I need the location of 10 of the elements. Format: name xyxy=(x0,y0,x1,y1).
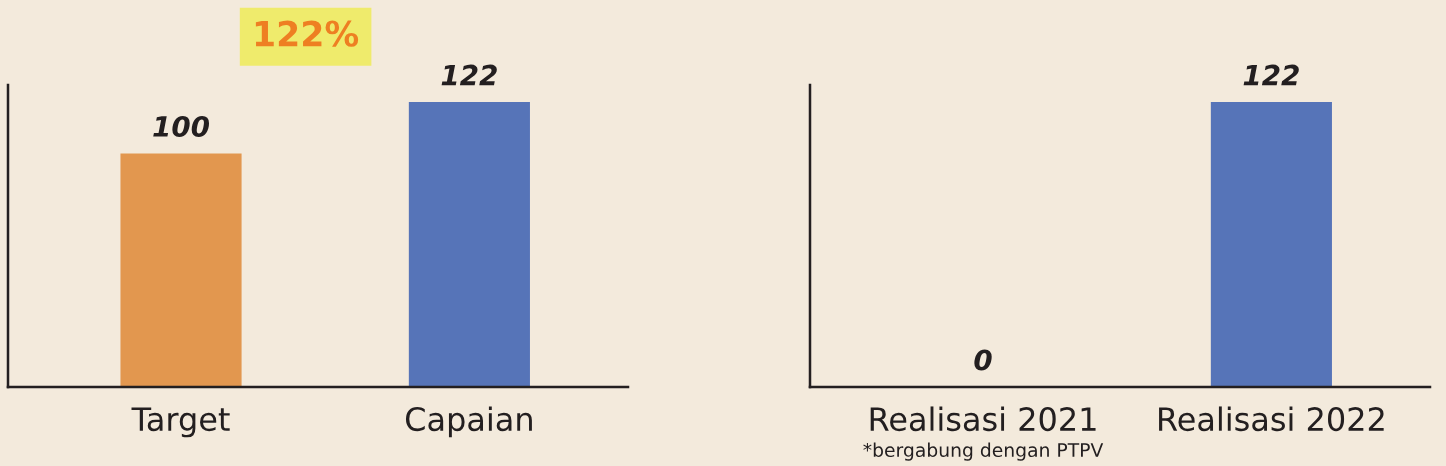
x-tick-label: Realisasi 2021 xyxy=(870,406,1096,432)
x-tick-label: Target xyxy=(131,407,230,438)
data-label: 0 xyxy=(974,349,992,371)
text: *bergabung dengan PTPV xyxy=(863,442,1104,461)
chart-title: 122% xyxy=(255,20,359,47)
data-label: 122 xyxy=(1243,64,1299,86)
x-tick-label: Realisasi 2022 xyxy=(1159,406,1384,432)
data-label: 122 xyxy=(441,64,497,86)
x-tick-label: Capaian xyxy=(405,406,532,438)
data-label: 100 xyxy=(153,115,210,137)
